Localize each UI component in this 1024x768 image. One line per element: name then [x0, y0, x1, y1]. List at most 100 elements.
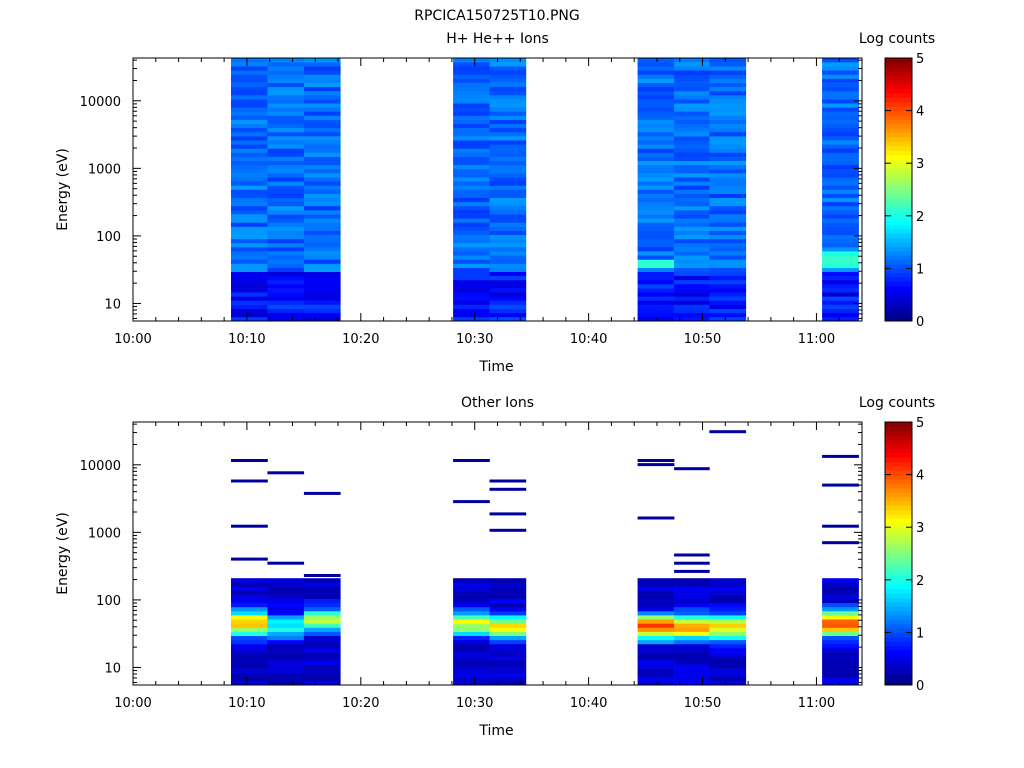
heatmap-cell	[822, 136, 859, 141]
heatmap-cell	[231, 255, 268, 260]
heatmap-cell	[637, 136, 675, 141]
heatmap-cell	[637, 304, 675, 309]
heatmap-cell	[822, 103, 859, 108]
colorbar-segment	[885, 255, 912, 261]
heatmap-cell	[637, 152, 675, 157]
heatmap-cell	[489, 271, 527, 277]
heatmap-cell	[267, 226, 305, 231]
heatmap-cell	[231, 160, 268, 166]
heatmap-cell	[674, 218, 710, 223]
colorbar-segment	[885, 645, 912, 651]
heatmap-cell	[453, 598, 490, 604]
heatmap-cell	[709, 639, 747, 645]
heatmap-cell	[267, 648, 305, 653]
heatmap-cell	[637, 144, 675, 149]
heatmap-cell	[637, 242, 675, 248]
heatmap-cell	[231, 144, 268, 149]
colorbar-segment	[885, 264, 912, 269]
heatmap-cell	[231, 635, 268, 641]
heatmap-cell	[822, 304, 859, 309]
colorbar-segment	[885, 93, 912, 98]
sweep-column	[709, 58, 747, 322]
heatmap-cell	[231, 590, 268, 595]
heatmap-cell	[709, 62, 747, 67]
heatmap-cell	[267, 623, 305, 628]
heatmap-cell	[453, 82, 490, 88]
heatmap-cell	[637, 205, 675, 211]
heatmap-cell	[453, 668, 490, 673]
heatmap-cell	[231, 247, 268, 252]
heatmap-cell	[709, 676, 747, 682]
heatmap-cell	[637, 238, 675, 244]
heatmap-cell	[637, 668, 675, 673]
colorbar-segment	[885, 628, 912, 633]
heatmap-cell	[709, 598, 747, 604]
heatmap-cell	[303, 164, 341, 170]
heatmap-cell	[453, 156, 490, 161]
heatmap-cell	[709, 132, 747, 137]
heatmap-cell	[822, 58, 859, 63]
heatmap-cell	[822, 643, 859, 649]
heatmap-cell	[674, 242, 710, 248]
heatmap-cell	[453, 606, 490, 612]
colorbar-segment	[885, 211, 912, 217]
heatmap-cell	[822, 668, 859, 673]
colorbar-segment	[885, 426, 912, 432]
heatmap-cell	[709, 78, 747, 83]
heatmap-cell	[822, 296, 859, 301]
heatmap-cell	[709, 312, 747, 318]
heatmap-cell	[267, 672, 305, 678]
heatmap-cell	[674, 58, 710, 63]
heatmap-cell	[709, 635, 747, 641]
heatmap-cell	[303, 300, 341, 305]
heatmap-cells	[231, 430, 859, 686]
heatmap-cell	[709, 316, 747, 322]
colorbar-segment	[885, 465, 912, 471]
heatmap-cell	[267, 169, 305, 174]
heatmap-cell	[453, 312, 490, 318]
heatmap-cell	[674, 226, 710, 231]
heatmap-cell	[674, 586, 710, 591]
heatmap-cell	[637, 316, 675, 322]
heatmap-cell	[303, 193, 341, 198]
heatmap-cell	[674, 631, 710, 636]
colorbar-segment	[885, 500, 912, 506]
colorbar-segment	[885, 680, 912, 686]
heatmap-cell	[637, 234, 675, 240]
x-tick-label: 10:50	[684, 332, 721, 347]
panel-title: Other Ions	[461, 395, 534, 411]
heatmap-cell	[674, 660, 710, 665]
heatmap-cell	[303, 226, 341, 231]
heatmap-cell	[303, 296, 341, 301]
heatmap-cell	[637, 611, 675, 616]
heatmap-cell	[822, 680, 859, 686]
heatmap-cell	[489, 528, 527, 532]
heatmap-cell	[231, 271, 268, 277]
heatmap-cell	[303, 181, 341, 186]
colorbar-label: Log counts	[859, 395, 935, 411]
heatmap-cell	[674, 78, 710, 83]
heatmap-cell	[674, 578, 710, 583]
heatmap-cell	[231, 524, 268, 528]
heatmap-cell	[709, 660, 747, 665]
heatmap-cell	[709, 169, 747, 174]
heatmap-cell	[453, 115, 490, 120]
heatmap-cell	[489, 619, 527, 624]
heatmap-cell	[489, 70, 527, 75]
colorbar-segment	[885, 128, 912, 133]
heatmap-cell	[489, 210, 527, 215]
heatmap-cell	[303, 210, 341, 215]
x-tick-label: 10:10	[228, 696, 265, 711]
heatmap-cell	[709, 152, 747, 157]
heatmap-cell	[303, 308, 341, 314]
heatmap-cell	[231, 627, 268, 632]
heatmap-cell	[674, 652, 710, 657]
heatmap-cell	[453, 181, 490, 186]
colorbar-segment	[885, 496, 912, 502]
heatmap-cell	[674, 193, 710, 198]
heatmap-cell	[709, 164, 747, 170]
colorbar-tick-label: 3	[916, 521, 924, 536]
heatmap-cell	[231, 82, 268, 88]
heatmap-cell	[453, 132, 490, 137]
heatmap-cell	[674, 308, 710, 314]
